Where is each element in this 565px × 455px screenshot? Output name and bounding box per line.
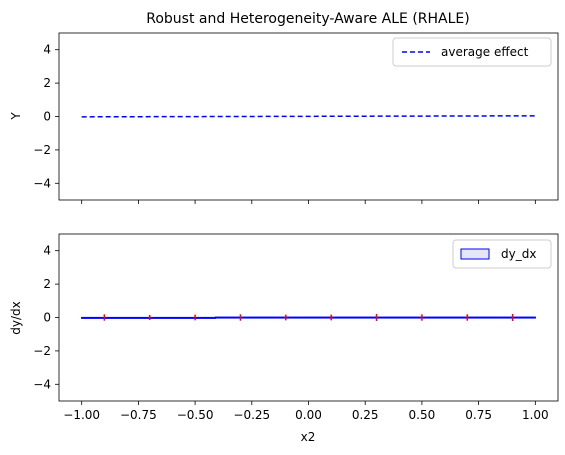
top-y-axis-label: Y [9,112,23,121]
y-tick-label: −4 [33,176,51,190]
x-tick-label: −1.00 [63,408,100,422]
x-tick-label: −0.50 [177,408,214,422]
x-tick-label: 0.50 [409,408,436,422]
x-tick-label: −0.25 [233,408,270,422]
x-tick-label: 0.25 [352,408,379,422]
y-tick-label: 2 [43,277,51,291]
average-effect-line [81,115,536,118]
legend-dy-dx-label: dy_dx [501,247,536,261]
derivative-bin [214,316,536,319]
top-subplot: Robust and Heterogeneity-Aware ALE (RHAL… [9,11,559,204]
y-tick-label: −2 [33,344,51,358]
legend-average-effect-label: average effect [441,45,529,59]
legend-dy-dx-swatch [460,248,490,260]
bottom-y-axis-label: dy/dx [9,301,23,334]
y-tick-label: 4 [43,43,51,57]
x-tick-label: 1.00 [522,408,549,422]
top-legend-box [392,37,552,67]
y-tick-label: −2 [33,143,51,157]
y-tick-label: 2 [43,76,51,90]
y-tick-label: 0 [43,110,51,124]
bottom-legend: dy_dx [452,239,552,269]
y-tick-label: −4 [33,377,51,391]
x-tick-label: 0.75 [465,408,492,422]
x-tick-label: 0.00 [295,408,322,422]
x-tick-label: −0.75 [120,408,157,422]
bottom-subplot: −4 −2 0 2 4 −1.00 −0.75 −0.50 −0.25 0.00 0.25 0.50… [9,233,559,444]
x-axis-label: x2 [301,430,316,444]
y-tick-label: 4 [43,244,51,258]
y-tick-label: 0 [43,311,51,325]
bottom-legend-box [452,239,552,269]
top-legend: average effect [392,37,552,67]
chart-title: Robust and Heterogeneity-Aware ALE (RHAL… [146,11,469,27]
